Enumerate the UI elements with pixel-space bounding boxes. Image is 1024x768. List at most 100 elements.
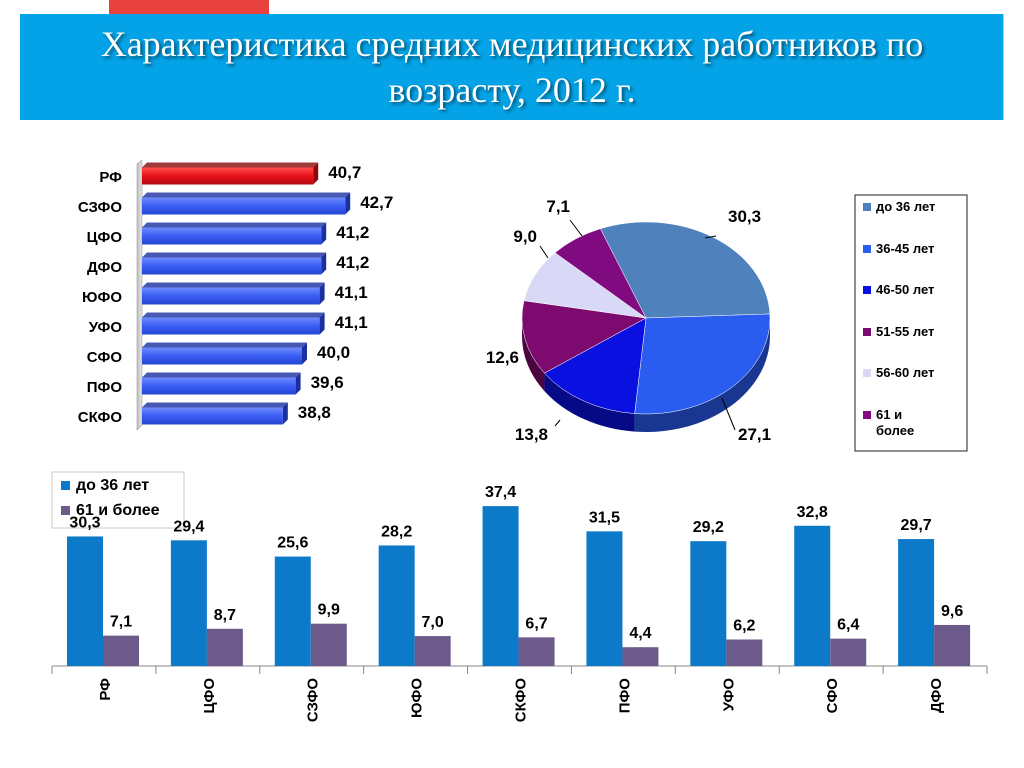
hbar-value-label: 41,2 (336, 253, 369, 272)
vbar-bar (482, 506, 519, 666)
pie-value-label: 30,3 (728, 207, 761, 226)
hbar-bar-side (321, 252, 327, 275)
vbar-legend-swatch (61, 481, 70, 490)
hbar-bar-side (345, 192, 351, 215)
pie-value-label: 7,1 (546, 197, 570, 216)
hbar-bar (142, 317, 320, 335)
vbar-bar (67, 536, 103, 666)
hbar-bar (142, 377, 296, 395)
pie-slice (554, 228, 647, 319)
hbar-value-label: 38,8 (298, 403, 331, 422)
hbar-value-label: 40,7 (328, 163, 361, 182)
vbar-legend-box (51, 471, 185, 529)
hbar-bar-top (142, 222, 327, 228)
pie-value-label: 27,1 (738, 425, 771, 444)
pie-value-label: 12,6 (486, 348, 519, 367)
vbar-category-label: УФО (720, 678, 737, 712)
hbar-value-label: 39,6 (311, 373, 344, 392)
vbar-value-label: 29,7 (901, 517, 932, 534)
pie-slice (634, 313, 771, 415)
hbar-category-label: СФО (87, 349, 123, 366)
pie-leader-line (554, 419, 561, 427)
vbar-value-label: 4,4 (629, 625, 651, 642)
hbar-value-label: 41,2 (336, 223, 369, 242)
pie-legend-swatch (863, 369, 871, 377)
vbar-legend-swatch (61, 506, 70, 515)
vbar-value-label: 6,2 (733, 617, 755, 634)
hbar-bar-top (142, 252, 327, 258)
pie-legend-swatch (863, 286, 871, 294)
hbar-bar-side (282, 402, 288, 425)
pie-legend-label-line: 61 и (876, 407, 902, 422)
vbar-bar (726, 639, 763, 666)
vbar-category-label: СФО (824, 678, 841, 714)
hbar-bar (142, 287, 320, 305)
vbar-value-label: 9,9 (318, 602, 340, 619)
vbar-value-label: 29,2 (693, 519, 724, 536)
hbar-bar-top (142, 162, 319, 168)
pie-legend-swatch (863, 411, 871, 419)
vbar-category-label: ЦФО (201, 678, 218, 714)
vbar-value-label: 9,6 (941, 603, 963, 620)
vbar-value-label: 6,4 (837, 617, 859, 634)
vbar-legend-label: 61 и более (76, 502, 160, 519)
vbar-bar (274, 556, 311, 666)
pie-legend-label: 51-55 лет (876, 324, 934, 339)
vbar-value-label: 28,2 (381, 523, 412, 540)
vbar-bar (794, 525, 831, 666)
vbar-bar (170, 540, 207, 666)
vbar-value-label: 8,7 (214, 607, 236, 624)
decorative-red-line (960, 14, 1004, 120)
pie-legend-swatch (863, 203, 871, 211)
pie-legend-swatch (863, 328, 871, 336)
vbar-value-label: 7,1 (110, 614, 132, 631)
hbar-bar-side (321, 222, 327, 245)
pie-legend-label: 46-50 лет (876, 282, 934, 297)
vbar-bar (690, 541, 727, 666)
vbar-bar (622, 647, 659, 666)
hbar-category-label: УФО (89, 319, 123, 336)
hbar-bar-top (142, 312, 325, 318)
vbar-value-label: 29,4 (173, 518, 204, 535)
decorative-red-tab (109, 0, 269, 14)
hbar-value-label: 41,1 (335, 283, 368, 302)
pie-leader-line (704, 235, 717, 239)
hbar-bar-side (302, 342, 307, 365)
hbar-bar-side (295, 372, 301, 395)
pie-leader-line (569, 219, 583, 237)
vbar-bar (518, 637, 555, 666)
hbar-category-label: СЗФО (78, 199, 122, 216)
hbar-category-label: ДФО (87, 259, 122, 276)
vbar-bar (414, 636, 451, 666)
hbar-category-label: РФ (99, 169, 122, 186)
page-title: Характеристика средних медицинских работ… (20, 14, 1004, 120)
pie-legend-label: 56-60 лет (876, 365, 934, 380)
vbar-category-label: ДФО (928, 678, 945, 713)
pie-slice (521, 300, 647, 374)
pie-legend-label: 61 и более (876, 407, 914, 438)
vbar-bar (898, 539, 935, 666)
vbar-value-label: 32,8 (797, 504, 828, 521)
hbar-bar (142, 167, 314, 185)
hbar-bar (142, 347, 302, 365)
vbar-value-label: 6,7 (525, 615, 547, 632)
pie-legend-label-line: более (876, 423, 914, 438)
vbar-legend-label: до 36 лет (76, 477, 149, 494)
vbar-category-label: РФ (97, 678, 114, 701)
hbar-bar-top (142, 282, 325, 288)
hbar-category-label: ЦФО (87, 229, 123, 246)
pie-leader-line (539, 245, 549, 259)
vbar-value-label: 30,3 (69, 514, 100, 531)
hbar-bar (142, 407, 283, 425)
pie-slice (544, 317, 647, 414)
hbar-bar-side (319, 312, 325, 335)
vbar-category-label: СКФО (513, 678, 530, 723)
hbar-bar-top (142, 342, 307, 348)
hbar-bar-top (142, 402, 288, 408)
vbar-bar (310, 623, 347, 666)
vbar-value-label: 7,0 (422, 614, 444, 631)
pie-legend-label: до 36 лет (876, 199, 935, 214)
pie-slice-side (522, 318, 545, 392)
hbar-bar-side (319, 282, 325, 305)
vbar-value-label: 37,4 (485, 484, 516, 501)
